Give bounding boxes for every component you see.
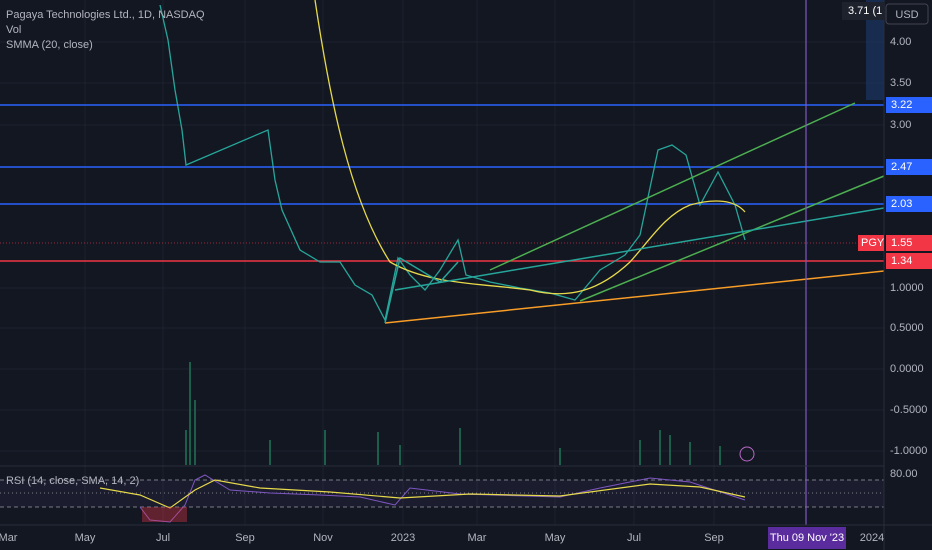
price-tag-text: 1.55 [891,237,912,249]
time-label: May [75,532,96,544]
price-label: -0.5000 [890,404,927,416]
trend-lines [384,102,885,324]
indicator-label: Vol [6,24,21,36]
rsi-label: RSI (14, close, SMA, 14, 2) [6,475,139,487]
price-label: 0.0000 [890,363,924,375]
time-label: Nov [313,532,333,544]
price-label: -1.0000 [890,445,927,457]
time-label: Sep [235,532,255,544]
time-label: Mar [0,532,18,544]
volume-profile [866,0,884,100]
rsi-axis-label: 80.00 [890,468,918,480]
time-label: 2023 [391,532,415,544]
time-label: Jul [627,532,641,544]
time-label: Sep [704,532,724,544]
price-tag-text: 2.03 [891,198,912,210]
symbol-title: Pagaya Technologies Ltd., 1D, NASDAQ [6,9,205,21]
time-label: Jul [156,532,170,544]
price-tag [842,2,884,20]
price-tag-text: 2.47 [891,161,912,173]
cursor-tag [768,527,846,549]
price-tag-text: 1.34 [891,255,912,267]
price-label: 4.00 [890,36,911,48]
time-label: Mar [468,532,487,544]
price-tag-text: 3.71 (1 [848,5,882,17]
volume-bars [185,362,721,465]
price-tag [886,159,932,175]
ticker-tag-text: PGY [861,237,885,249]
time-label: 2024 [860,532,884,544]
rsi-panel [0,465,884,523]
price-tag [886,196,932,212]
price-label: 1.0000 [890,282,924,294]
price-label: 3.00 [890,119,911,131]
time-label: May [545,532,566,544]
currency[interactable]: USD [895,9,918,21]
ticker-tag [858,235,884,251]
price-label: 0.5000 [890,322,924,334]
levels [0,104,884,262]
price-tag [886,253,932,269]
cursor-date: Thu 09 Nov '23 [770,532,844,544]
price-tag-text: 3.22 [891,99,912,111]
price-tag [886,235,932,251]
price-path [159,4,746,322]
currency-button[interactable] [885,3,929,25]
event-icon[interactable] [739,446,755,462]
price-tag [886,97,932,113]
smma-line [314,0,746,295]
indicator-label: SMMA (20, close) [6,39,93,51]
price-label: 3.50 [890,77,911,89]
